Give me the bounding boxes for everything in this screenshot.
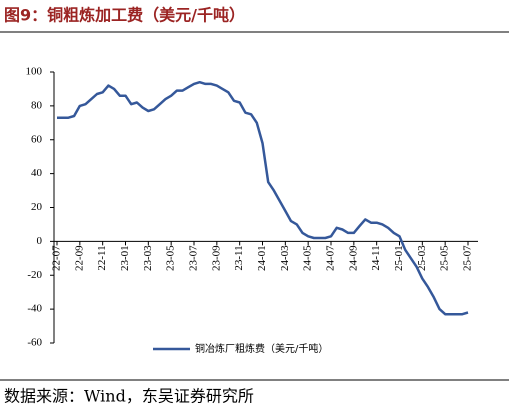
x-tick-label: 23-11 xyxy=(233,245,245,270)
legend-label: 铜冶炼厂粗炼费（美元/千吨） xyxy=(195,342,328,355)
y-tick-label: 60 xyxy=(31,133,43,145)
x-tick-label: 24-09 xyxy=(347,245,359,271)
y-tick-label: -60 xyxy=(27,337,42,349)
series-line xyxy=(57,80,469,316)
x-tick-label: 23-09 xyxy=(210,245,222,271)
x-tick-label: 25-01 xyxy=(393,245,405,271)
y-tick-label: 20 xyxy=(31,201,43,213)
x-tick-label: 24-11 xyxy=(370,245,382,270)
y-tick-label: -20 xyxy=(27,269,42,281)
y-tick-label: 80 xyxy=(31,99,43,111)
x-tick-label: 23-01 xyxy=(119,245,131,271)
x-tick-label: 24-07 xyxy=(325,245,337,271)
y-tick-label: 0 xyxy=(37,235,43,247)
x-tick-label: 23-07 xyxy=(188,245,200,271)
x-tick-label: 22-09 xyxy=(73,245,85,271)
x-tick-label: 22-11 xyxy=(96,245,108,270)
x-tick-label: 24-03 xyxy=(279,245,291,271)
x-tick-label: 22-07 xyxy=(51,245,63,271)
x-tick-label: 24-01 xyxy=(256,245,268,271)
x-tick-label: 24-05 xyxy=(302,245,314,271)
x-tick-label: 25-07 xyxy=(462,245,474,271)
x-tick-label: 25-05 xyxy=(439,245,451,271)
y-tick-label: 40 xyxy=(31,167,43,179)
chart-title: 图9：铜粗炼加工费（美元/千吨） xyxy=(4,6,245,25)
y-tick-label: -40 xyxy=(27,303,42,315)
x-tick-label: 23-03 xyxy=(142,245,154,271)
source: 数据来源：Wind，东吴证券研究所 xyxy=(4,387,254,406)
y-tick-label: 100 xyxy=(26,66,43,78)
x-tick-label: 25-03 xyxy=(416,245,428,271)
x-tick-label: 23-05 xyxy=(165,245,177,271)
